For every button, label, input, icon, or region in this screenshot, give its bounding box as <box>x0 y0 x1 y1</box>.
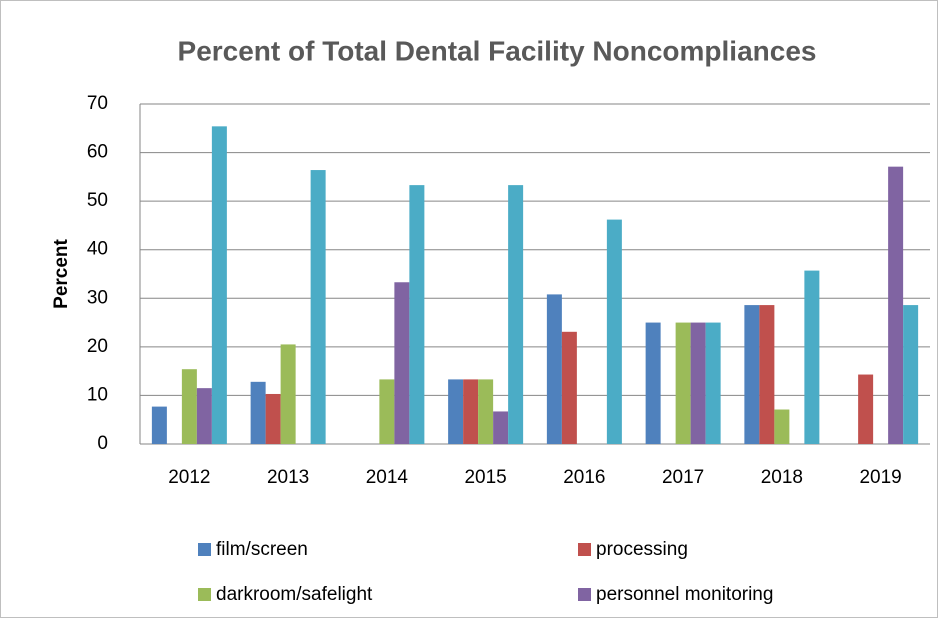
bar <box>409 185 425 444</box>
bar <box>546 294 562 444</box>
y-tick-label: 10 <box>87 384 108 405</box>
bar <box>265 393 281 444</box>
bar <box>196 388 212 444</box>
x-tick-label: 2017 <box>662 467 704 488</box>
y-tick-label: 70 <box>87 93 108 114</box>
legend-swatch <box>578 543 591 556</box>
legend-swatch <box>198 543 211 556</box>
y-tick-label: 50 <box>87 190 108 211</box>
bar <box>448 379 464 444</box>
bar <box>804 270 820 444</box>
bar <box>151 406 167 444</box>
legend-label: personnel monitoring <box>596 584 773 605</box>
legend-swatch <box>198 588 211 601</box>
y-tick-label: 0 <box>97 433 108 454</box>
legend-label: film/screen <box>216 539 308 560</box>
bar <box>690 322 706 444</box>
bar <box>310 170 326 445</box>
bar <box>606 219 622 444</box>
y-axis-label: Percent <box>51 238 72 308</box>
bar <box>394 282 410 444</box>
bar <box>508 185 524 444</box>
bar <box>645 322 661 444</box>
x-tick-label: 2018 <box>761 467 803 488</box>
bar <box>463 379 479 444</box>
bar <box>888 166 904 444</box>
x-tick-label: 2019 <box>859 467 901 488</box>
bar <box>478 379 494 444</box>
legend-swatch <box>578 588 591 601</box>
bar <box>774 409 790 444</box>
x-tick-label: 2013 <box>267 467 309 488</box>
bar <box>561 331 577 444</box>
y-tick-label: 20 <box>87 336 108 357</box>
bar <box>211 126 227 444</box>
bar <box>675 322 691 444</box>
x-tick-label: 2014 <box>366 467 409 488</box>
bar <box>250 381 266 444</box>
legend-label: darkroom/safelight <box>216 584 373 605</box>
bar <box>181 369 197 444</box>
x-tick-label: 2016 <box>563 467 605 488</box>
bar <box>705 322 721 444</box>
bar <box>744 305 760 444</box>
bar <box>493 411 509 444</box>
y-tick-label: 30 <box>87 287 108 308</box>
bar <box>759 305 775 444</box>
legend-label: processing <box>596 539 688 560</box>
chart-title: Percent of Total Dental Facility Noncomp… <box>178 35 817 66</box>
y-tick-label: 40 <box>87 239 108 260</box>
bar <box>858 374 874 444</box>
x-tick-label: 2015 <box>464 467 506 488</box>
bar <box>280 344 296 444</box>
bar <box>379 379 395 444</box>
bar <box>903 305 919 444</box>
x-tick-label: 2012 <box>168 467 210 488</box>
y-tick-label: 60 <box>87 142 108 163</box>
